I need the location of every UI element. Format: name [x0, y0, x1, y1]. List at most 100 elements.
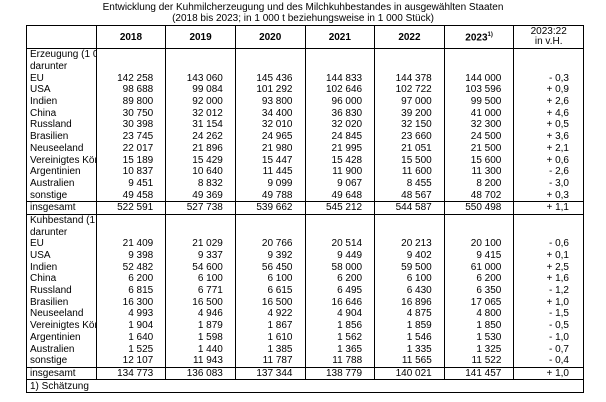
- change-cell: - 0,6: [513, 238, 584, 250]
- empty-cell: [513, 226, 584, 238]
- value-cell: 15 600: [443, 154, 515, 166]
- empty-cell: [234, 47, 306, 61]
- value-cell: 23 745: [95, 130, 167, 143]
- header-cell: 2022: [374, 25, 445, 49]
- empty-cell: [513, 213, 584, 227]
- empty-cell: [165, 213, 236, 227]
- value-cell: 11 788: [304, 354, 376, 368]
- value-cell: 4 800: [443, 308, 515, 320]
- value-cell: 24 500: [443, 130, 515, 143]
- value-cell: 1 610: [234, 331, 306, 344]
- row-label: sonstige: [26, 189, 97, 202]
- value-cell: 6 100: [234, 273, 306, 285]
- value-cell: 56 450: [234, 261, 306, 274]
- value-cell: 1 598: [165, 331, 236, 344]
- value-cell: 550 498: [443, 200, 515, 215]
- value-cell: 4 875: [374, 308, 445, 320]
- change-cell: - 0,7: [513, 343, 584, 355]
- row-label: EU: [26, 72, 97, 85]
- value-cell: 8 200: [443, 177, 515, 190]
- value-cell: 1 904: [95, 319, 167, 332]
- value-cell: 11 943: [165, 354, 236, 368]
- value-cell: 30 750: [95, 107, 167, 120]
- value-cell: 32 150: [374, 119, 445, 131]
- table-row: Argentinien 1 640 1 598 1 610 1 562 1 546 1 53…: [26, 331, 584, 344]
- empty-cell: [165, 47, 236, 61]
- value-cell: 144 833: [304, 72, 376, 85]
- value-cell: 20 100: [443, 238, 515, 250]
- value-cell: 141 457: [443, 366, 515, 381]
- value-cell: 137 344: [234, 366, 306, 381]
- value-cell: 96 000: [304, 95, 376, 108]
- table-row: sonstige 12 107 11 943 11 787 11 788 11 565 11…: [26, 354, 584, 368]
- value-cell: 145 436: [234, 72, 306, 85]
- section-label: Kuhbestand (1 000 Stück): [26, 213, 97, 227]
- value-cell: 15 500: [374, 154, 445, 166]
- year: 2020: [259, 31, 282, 43]
- value-cell: 1 365: [304, 343, 376, 355]
- header-cell: 2023:22 in v.H.: [513, 25, 584, 49]
- row-label: Indien: [26, 261, 97, 274]
- value-cell: 20 213: [374, 238, 445, 250]
- value-cell: 15 189: [95, 154, 167, 166]
- table-row: Russland 30 398 31 154 32 010 32 020 32 150 32…: [26, 119, 584, 131]
- value-cell: 6 200: [443, 273, 515, 285]
- table-row: China 30 750 32 012 34 400 36 830 39 200 41 00…: [26, 107, 584, 120]
- empty-cell: [165, 226, 236, 238]
- subtitle: (2018 bis 2023; in 1 000 t beziehungswei…: [172, 13, 434, 24]
- value-cell: 20 766: [234, 238, 306, 250]
- empty-cell: [234, 60, 306, 73]
- value-cell: 12 107: [95, 354, 167, 368]
- change-cell: + 0,5: [513, 119, 584, 131]
- header-cell: 2021: [304, 25, 376, 49]
- table-row: insgesamt 522 591 527 738 539 662 545 212 544…: [26, 200, 584, 215]
- table-row: USA 98 688 99 084 101 292 102 646 102 722 103 …: [26, 84, 584, 96]
- row-label: Neuseeland: [26, 142, 97, 155]
- value-cell: 9 067: [304, 177, 376, 190]
- empty-cell: [165, 60, 236, 73]
- value-cell: 9 449: [304, 249, 376, 262]
- value-cell: 4 904: [304, 308, 376, 320]
- change-cell: - 3,0: [513, 177, 584, 190]
- value-cell: 16 500: [234, 296, 306, 309]
- value-cell: 93 800: [234, 95, 306, 108]
- value-cell: 9 398: [95, 249, 167, 262]
- value-cell: 32 020: [304, 119, 376, 131]
- value-cell: 21 980: [234, 142, 306, 155]
- change-cell: + 4,6: [513, 107, 584, 120]
- header-cell: [26, 25, 97, 49]
- change-cell: + 1,0: [513, 366, 584, 381]
- value-cell: 4 922: [234, 308, 306, 320]
- table-row: sonstige 49 458 49 369 49 788 49 648 48 567 48…: [26, 189, 584, 202]
- value-cell: 89 800: [95, 95, 167, 108]
- value-cell: 4 946: [165, 308, 236, 320]
- value-cell: 49 458: [95, 189, 167, 202]
- value-cell: 21 051: [374, 142, 445, 155]
- value-cell: 1 546: [374, 331, 445, 344]
- value-cell: 61 000: [443, 261, 515, 274]
- value-cell: 10 640: [165, 165, 236, 178]
- empty-cell: [374, 213, 445, 227]
- table-row: darunter: [26, 60, 584, 73]
- value-cell: 16 646: [304, 296, 376, 309]
- value-cell: 6 615: [234, 284, 306, 297]
- empty-cell: [95, 213, 167, 227]
- row-label: sonstige: [26, 354, 97, 368]
- value-cell: 24 845: [304, 130, 376, 143]
- value-cell: 539 662: [234, 200, 306, 215]
- change-cell: + 1,6: [513, 273, 584, 285]
- row-label: Russland: [26, 284, 97, 297]
- value-cell: 136 083: [165, 366, 236, 381]
- row-label: insgesamt: [26, 200, 97, 215]
- empty-cell: [443, 60, 515, 73]
- change-cell: + 1,1: [513, 200, 584, 215]
- header-cell: 2019: [165, 25, 236, 49]
- table-row: Neuseeland 4 993 4 946 4 922 4 904 4 875 4 800…: [26, 308, 584, 320]
- value-cell: 144 378: [374, 72, 445, 85]
- section-sub: darunter: [26, 60, 97, 73]
- value-cell: 17 065: [443, 296, 515, 309]
- row-label: Neuseeland: [26, 308, 97, 320]
- change-cell: + 0,6: [513, 154, 584, 166]
- value-cell: 9 337: [165, 249, 236, 262]
- value-cell: 11 445: [234, 165, 306, 178]
